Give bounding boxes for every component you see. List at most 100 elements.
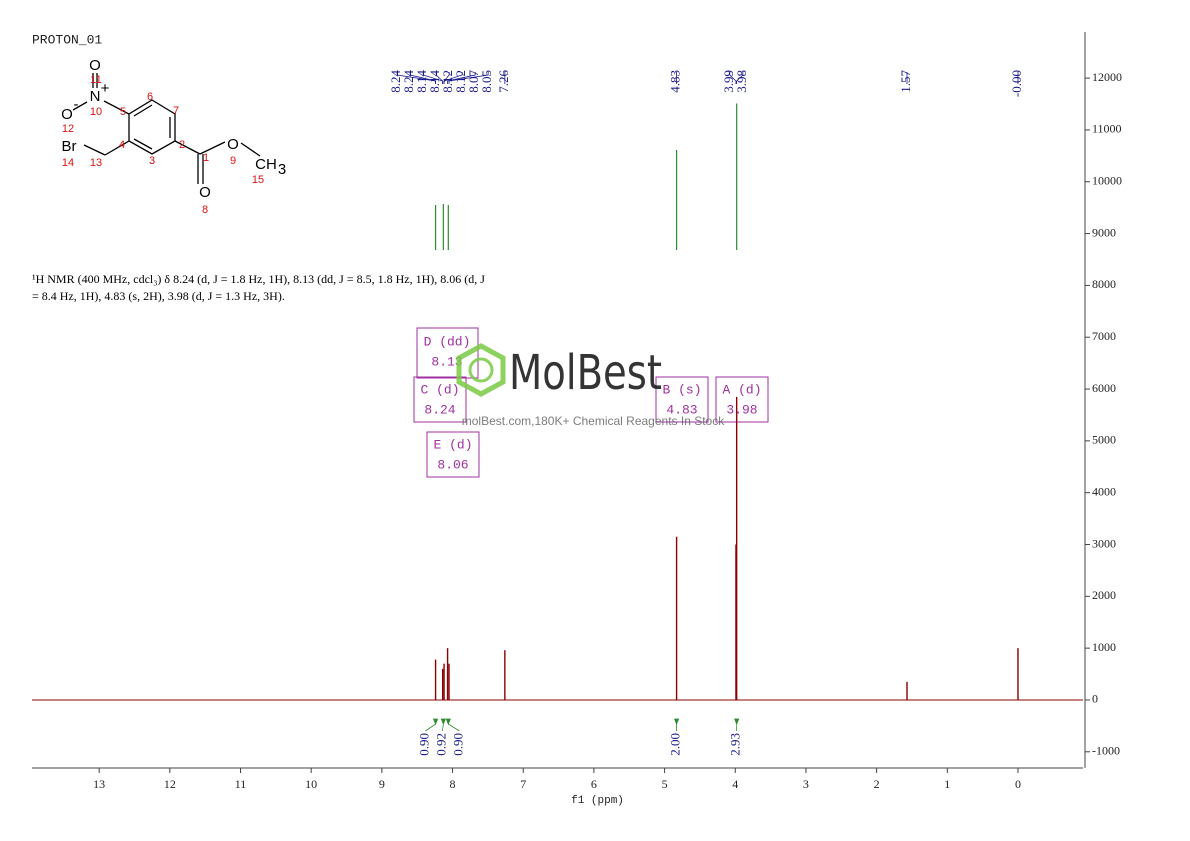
atom-number: 1	[203, 152, 209, 164]
y-tick-label: 10000	[1092, 174, 1122, 188]
peak-label-connector	[409, 72, 436, 84]
watermark-logo-icon	[468, 357, 494, 383]
peak-label: -0.00	[1009, 70, 1024, 97]
integral-label: 2.93	[728, 733, 743, 756]
charge: -	[74, 96, 79, 113]
multiplet-shift: 8.06	[437, 457, 468, 472]
x-tick-label: 2	[874, 777, 880, 791]
x-tick-label: 8	[450, 777, 456, 791]
description-line: ¹H NMR (400 MHz, cdcl₃) δ 8.24 (d, J = 1…	[32, 272, 485, 286]
charge: +	[101, 80, 110, 97]
y-tick-label: 4000	[1092, 484, 1116, 498]
x-axis-label: f1 (ppm)	[571, 795, 624, 807]
multiplet-boxes: D (dd) 8.13 C (d) 8.24 E (d) 8.06 B (s) …	[413, 327, 769, 478]
y-tick-label: 9000	[1092, 225, 1116, 239]
y-tick-label: 1000	[1092, 640, 1116, 654]
y-tick-label: 2000	[1092, 588, 1116, 602]
bond	[72, 101, 88, 111]
multiplet-box	[416, 327, 479, 379]
x-tick-label: 4	[732, 777, 738, 791]
peak-label: 8.07	[466, 70, 481, 93]
y-tick-label: 12000	[1092, 70, 1122, 84]
bond	[104, 140, 130, 156]
y-tick-label: 8000	[1092, 277, 1116, 291]
integral-bracket	[440, 718, 446, 732]
x-tick-label: 6	[591, 777, 597, 791]
watermark-tagline: molBest.com,180K+ Chemical Reagents In S…	[462, 414, 725, 428]
atom: N	[90, 88, 101, 105]
y-tick-label: 3000	[1092, 536, 1116, 550]
y-tick-label: 6000	[1092, 381, 1116, 395]
multiplet-box	[655, 376, 709, 423]
peak-label-connector	[729, 72, 737, 84]
bond	[240, 142, 261, 157]
y-tick-label: -1000	[1092, 744, 1120, 758]
atom: O	[199, 184, 211, 201]
atom-number: 8	[202, 204, 208, 216]
x-tick-label: 9	[379, 777, 385, 791]
x-tick-label: 12	[164, 777, 176, 791]
atom-number: 14	[62, 157, 74, 169]
multiplet-shift: 4.83	[666, 402, 697, 417]
atom-subscript: 3	[278, 161, 286, 178]
x-tick-label: 13	[93, 777, 105, 791]
integral-label: 2.00	[668, 733, 683, 756]
peak-label: 3.99	[721, 70, 736, 93]
peak-label-connector	[435, 72, 444, 84]
atom-number: 4	[119, 139, 125, 151]
bond	[199, 141, 226, 155]
peak-label: 1.57	[898, 70, 913, 93]
multiplet-name: D (dd)	[424, 334, 471, 349]
peak-label: 3.98	[734, 70, 749, 93]
y-tick-label: 7000	[1092, 329, 1116, 343]
bond	[103, 100, 130, 115]
integral-bracket	[674, 718, 680, 731]
atom: O	[61, 106, 73, 123]
bond	[133, 104, 153, 117]
bond	[83, 144, 106, 156]
title: PROTON_01	[32, 32, 102, 47]
peak-label: 4.83	[668, 70, 683, 93]
multiplet-name: B (s)	[662, 382, 701, 397]
atom: CH	[255, 156, 277, 173]
integral-label: 0.92	[433, 733, 448, 756]
x-tick-label: 3	[803, 777, 809, 791]
atom: O	[89, 57, 101, 74]
y-tick-label: 0	[1092, 692, 1098, 706]
peak-label-connector	[736, 72, 744, 84]
x-tick-label: 11	[235, 777, 247, 791]
peak-label-connector	[447, 72, 476, 84]
peak-label: 7.26	[496, 70, 511, 93]
atom-number: 2	[179, 139, 185, 151]
multiplet-box	[413, 376, 467, 423]
integral-label: 0.90	[450, 733, 465, 756]
multiplet-box	[715, 376, 769, 423]
peak-label-connector	[448, 72, 489, 84]
peak-label: 8.12	[453, 70, 468, 93]
watermark-logo-icon	[456, 343, 506, 397]
peak-label: 8.14	[427, 70, 442, 93]
watermark-logo: MolBest	[509, 345, 662, 401]
watermark: MolBest molBest.com,180K+ Chemical Reage…	[456, 343, 725, 428]
atom: O	[227, 136, 239, 153]
multiplet-name: E (d)	[433, 437, 472, 452]
description-line: = 8.4 Hz, 1H), 4.83 (s, 2H), 3.98 (d, J …	[32, 289, 285, 303]
bond	[174, 140, 201, 155]
atom-number: 10	[90, 106, 102, 118]
x-tick-label: 1	[944, 777, 950, 791]
atom-number: 11	[90, 74, 101, 86]
x-tick-label: 0	[1015, 777, 1021, 791]
molecule: O N + O - Br O O CH 3 1 2 3 4 5 6 7 8 9 …	[61, 57, 286, 216]
integral-bracket	[734, 718, 740, 731]
multiplet-shift: 8.24	[424, 402, 455, 417]
integral-bracket	[445, 718, 460, 732]
multiplet-name: C (d)	[420, 382, 459, 397]
peak-label-connector	[443, 72, 463, 84]
x-tick-label: 7	[520, 777, 526, 791]
x-tick-label: 10	[305, 777, 317, 791]
y-tick-label: 11000	[1092, 122, 1122, 136]
x-tick-label: 5	[662, 777, 668, 791]
y-tick-label: 5000	[1092, 433, 1116, 447]
